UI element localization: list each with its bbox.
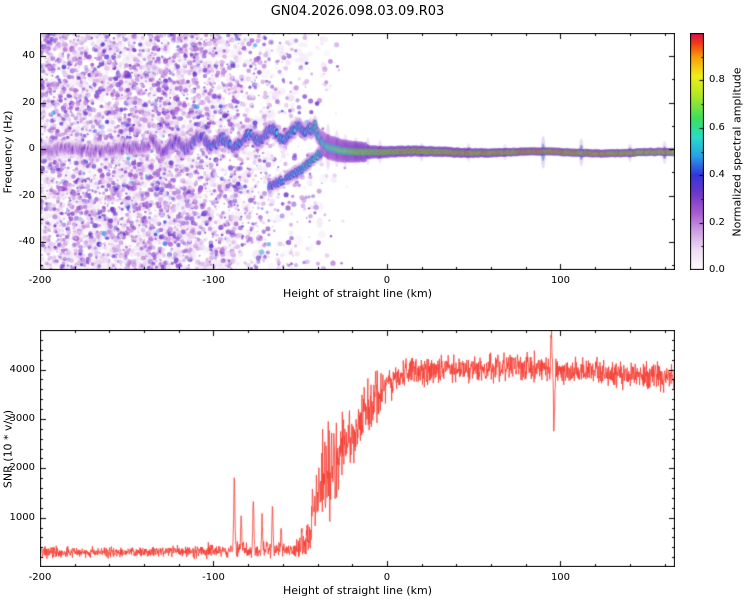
colorbar-tick-label: 0.4	[709, 169, 725, 181]
spectrogram-x-tick-label: 0	[383, 275, 391, 286]
snr-y-tick-label: 2000	[9, 462, 35, 474]
spectrogram-y-tick-label: 0	[28, 143, 35, 155]
snr-canvas	[40, 330, 675, 567]
colorbar-label: Normalized spectral amplitude	[730, 66, 744, 237]
snr-x-tick-label: -100	[202, 572, 225, 583]
figure-title: GN04.2026.098.03.09.R03	[270, 4, 445, 19]
colorbar-tick-label: 0.0	[709, 264, 725, 275]
snr-x-tick-label: -200	[28, 572, 52, 583]
colorbar-canvas	[690, 33, 704, 270]
spectrogram-canvas	[40, 33, 675, 270]
spectrogram-x-tick-label: -200	[28, 275, 52, 286]
snr-y-tick-label: 3000	[9, 412, 35, 424]
spectrogram-x-tick-label: 100	[550, 275, 571, 286]
spectrogram-x-tick-label: -100	[202, 275, 225, 286]
snr-y-tick-label: 4000	[9, 363, 35, 375]
snr-xlabel: Height of straight line (km)	[282, 584, 433, 597]
snr-x-tick-label: 0	[383, 572, 391, 583]
colorbar-tick-label: 0.8	[709, 74, 725, 86]
spectrogram-y-tick-label: 20	[22, 96, 35, 108]
colorbar-tick-label: 0.2	[709, 216, 725, 228]
spectrogram-y-tick-label: 40	[22, 50, 35, 62]
spectrogram-y-tick-label: -40	[18, 236, 35, 248]
spectrogram-ylabel: Frequency (Hz)	[1, 110, 15, 193]
snr-y-tick-label: 1000	[9, 511, 35, 523]
snr-x-tick-label: 100	[550, 572, 571, 583]
colorbar-tick-label: 0.6	[709, 121, 725, 133]
spectrogram-y-tick-label: -20	[18, 189, 35, 201]
spectrogram-xlabel: Height of straight line (km)	[282, 287, 433, 300]
